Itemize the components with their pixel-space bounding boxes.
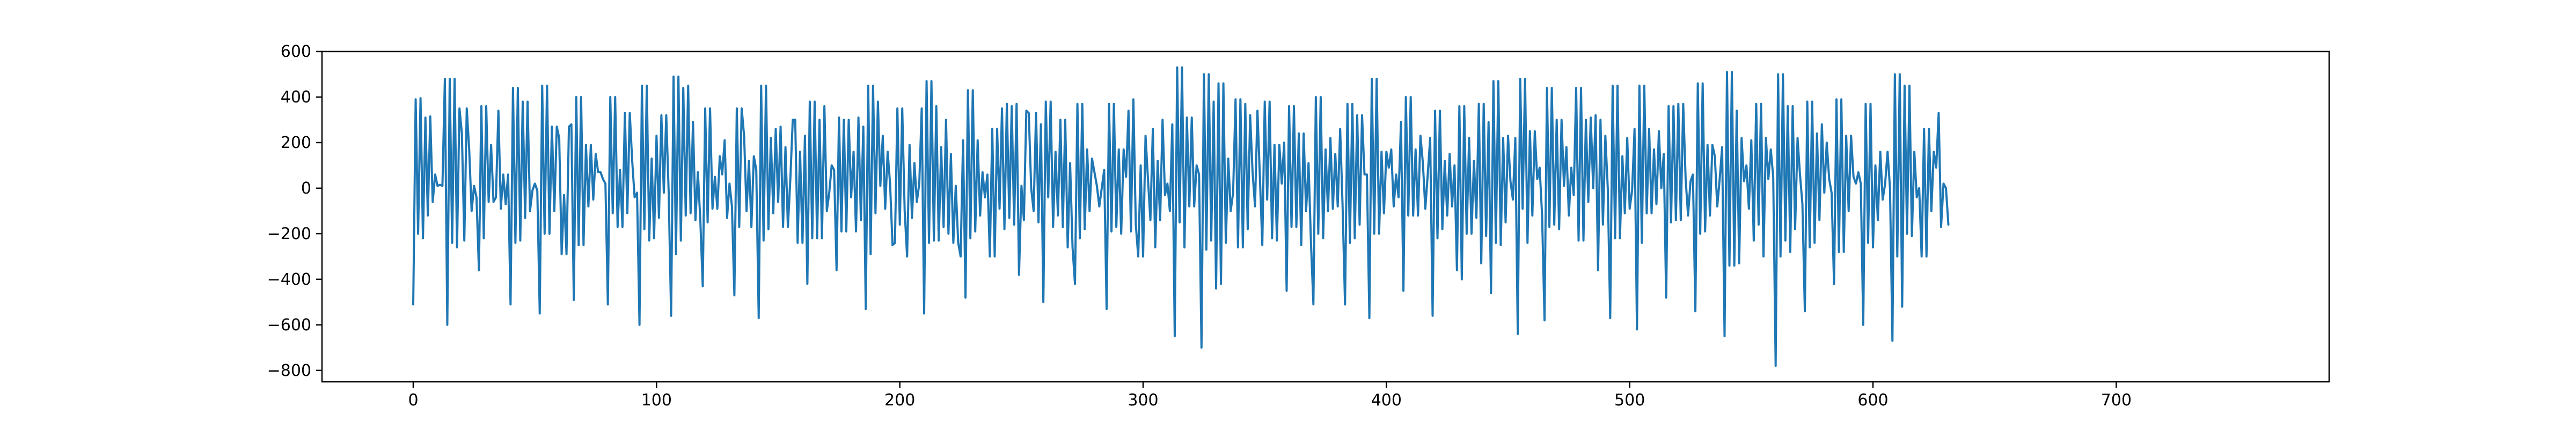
y-tick-label: −800 [267, 361, 311, 380]
x-tick-label: 0 [408, 391, 418, 410]
x-tick-label: 200 [884, 391, 915, 410]
y-tick-label: −200 [267, 225, 311, 243]
x-tick-label: 700 [2101, 391, 2132, 410]
y-tick-label: 200 [281, 134, 311, 152]
y-tick-label: −600 [267, 316, 311, 335]
y-tick-label: −400 [267, 270, 311, 289]
y-tick-label: 0 [301, 179, 311, 198]
x-axis: 0 100 200 300 400 500 600 700 [408, 382, 2132, 410]
series-line [412, 66, 1950, 367]
x-tick-label: 100 [641, 391, 672, 410]
x-tick-label: 600 [1857, 391, 1888, 410]
x-tick-label: 500 [1614, 391, 1645, 410]
y-tick-label: 600 [281, 42, 311, 61]
x-tick-label: 400 [1371, 391, 1402, 410]
y-tick-label: 400 [281, 88, 311, 107]
axes-frame [321, 50, 2330, 383]
plot-area [412, 66, 1950, 367]
y-axis: 600 400 200 0 −200 −400 −600 −800 [267, 42, 322, 380]
x-tick-label: 300 [1128, 391, 1158, 410]
